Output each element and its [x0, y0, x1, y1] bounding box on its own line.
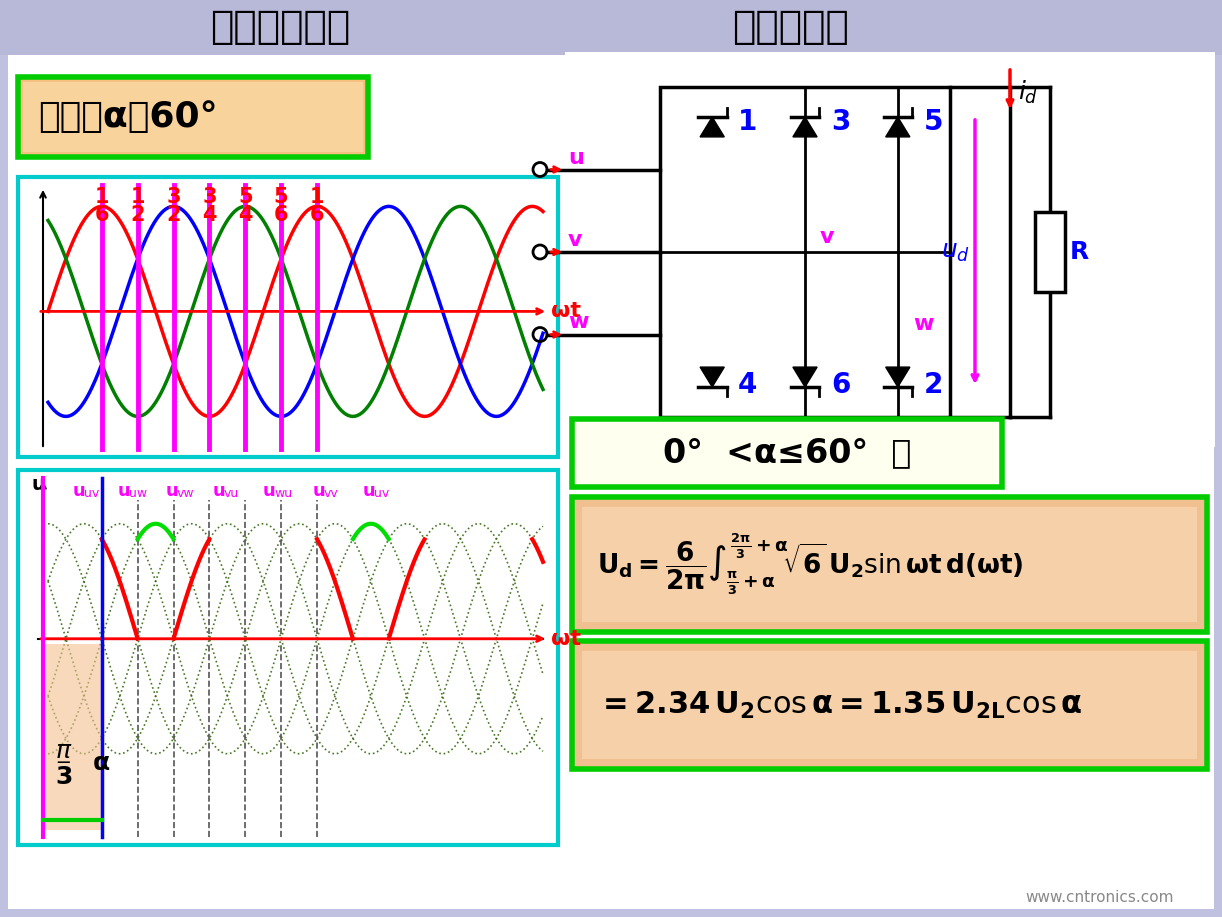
- Text: 4: 4: [202, 205, 216, 225]
- Text: 2: 2: [131, 205, 145, 225]
- Text: wu: wu: [274, 487, 292, 500]
- Text: 3: 3: [166, 187, 181, 207]
- Text: 6: 6: [309, 205, 324, 225]
- Text: $\pi$: $\pi$: [55, 739, 72, 763]
- Text: 1: 1: [738, 108, 758, 136]
- Text: 6: 6: [94, 205, 109, 225]
- Text: v: v: [820, 227, 835, 247]
- Bar: [572, 641, 1207, 769]
- Polygon shape: [886, 117, 910, 137]
- Bar: [0, 0, 1222, 55]
- Bar: [43, 644, 101, 830]
- Text: 1: 1: [309, 187, 324, 207]
- Bar: [660, 87, 949, 417]
- Text: $u_d$: $u_d$: [941, 240, 970, 264]
- Text: 4: 4: [238, 205, 253, 225]
- Text: w: w: [568, 313, 589, 333]
- Text: R: R: [1070, 240, 1089, 264]
- Text: u: u: [31, 475, 45, 494]
- Text: 3: 3: [202, 187, 216, 207]
- Text: 6: 6: [274, 205, 288, 225]
- Text: 5: 5: [238, 187, 253, 207]
- Text: ωt: ωt: [551, 629, 580, 648]
- Text: 控制角α＝60°: 控制角α＝60°: [38, 100, 218, 134]
- Text: vv: vv: [324, 487, 338, 500]
- Polygon shape: [700, 117, 725, 137]
- Bar: [18, 470, 558, 845]
- Text: uw: uw: [130, 487, 147, 500]
- Text: 5: 5: [274, 187, 288, 207]
- Text: $\mathbf{U_d = \dfrac{6}{2\pi} \int_{\frac{\pi}{3}+\alpha}^{\frac{2\pi}{3}+\alph: $\mathbf{U_d = \dfrac{6}{2\pi} \int_{\fr…: [598, 532, 1024, 597]
- Text: u: u: [213, 482, 226, 500]
- Text: 0°  <α≤60°  时: 0° <α≤60° 时: [662, 436, 912, 470]
- Text: u: u: [263, 482, 276, 500]
- Text: 三相桥式全控: 三相桥式全控: [210, 8, 351, 46]
- Text: 3: 3: [831, 108, 851, 136]
- Polygon shape: [886, 367, 910, 387]
- Bar: [582, 507, 1198, 622]
- Text: u: u: [166, 482, 178, 500]
- Text: www.cntronics.com: www.cntronics.com: [1025, 889, 1174, 904]
- Bar: [1035, 212, 1066, 292]
- Text: 3: 3: [55, 766, 72, 790]
- Text: w: w: [913, 315, 934, 335]
- Text: 4: 4: [738, 371, 758, 399]
- Text: u: u: [313, 482, 326, 500]
- Text: u: u: [119, 482, 131, 500]
- Bar: [23, 82, 363, 152]
- Text: uv: uv: [84, 487, 99, 500]
- Bar: [18, 77, 368, 157]
- Text: vu: vu: [224, 487, 240, 500]
- Text: 1: 1: [131, 187, 145, 207]
- Text: 电阻性负载: 电阻性负载: [732, 8, 848, 46]
- Bar: [582, 651, 1198, 759]
- Text: 5: 5: [924, 108, 943, 136]
- Text: 2: 2: [166, 205, 181, 225]
- Polygon shape: [793, 117, 818, 137]
- Polygon shape: [700, 367, 725, 387]
- Text: u: u: [568, 148, 584, 168]
- Bar: [572, 497, 1207, 632]
- Text: u: u: [73, 482, 86, 500]
- Text: ωt: ωt: [551, 302, 580, 321]
- Text: vw: vw: [177, 487, 194, 500]
- Bar: [572, 419, 1002, 487]
- Bar: [565, 52, 1215, 447]
- Text: 2: 2: [924, 371, 943, 399]
- Text: α: α: [93, 750, 110, 775]
- Text: uv: uv: [374, 487, 390, 500]
- Text: u: u: [363, 482, 375, 500]
- Text: 1: 1: [94, 187, 109, 207]
- Polygon shape: [793, 367, 818, 387]
- Text: 6: 6: [831, 371, 851, 399]
- Text: $i_d$: $i_d$: [1018, 78, 1039, 105]
- Text: v: v: [568, 230, 583, 250]
- Text: $\mathbf{= 2.34\,U_2 \cos\alpha = 1.35\,U_{2L} \cos\alpha}$: $\mathbf{= 2.34\,U_2 \cos\alpha = 1.35\,…: [598, 690, 1083, 721]
- Text: ─: ─: [57, 755, 70, 773]
- Bar: [18, 177, 558, 457]
